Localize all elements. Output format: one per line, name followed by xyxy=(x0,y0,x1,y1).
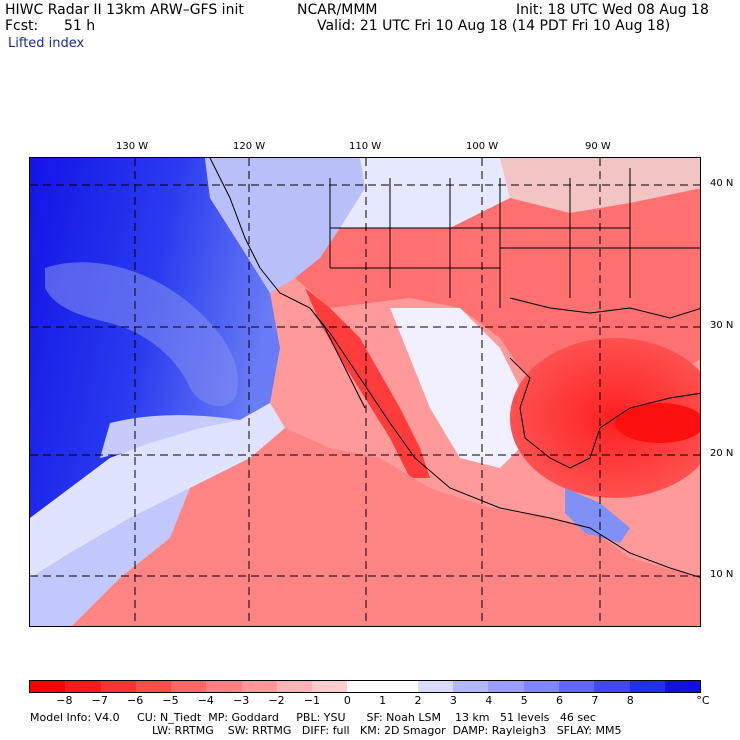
init-time: Init: 18 UTC Wed 08 Aug 18 xyxy=(516,2,709,18)
colorbar-swatch xyxy=(30,681,66,692)
gulf-of-mexico-instability xyxy=(510,338,700,498)
map-canvas xyxy=(30,158,700,626)
coastlines xyxy=(209,158,700,578)
colorbar-swatch xyxy=(276,681,313,692)
colorbar-tick-label: 4 xyxy=(485,694,493,707)
colorbar-swatch xyxy=(347,681,383,692)
colorbar-tick-label: 3 xyxy=(449,694,457,707)
colorbar-swatch xyxy=(664,681,701,692)
model-info-line2: LW: RRTMG SW: RRTMG DIFF: full KM: 2D Sm… xyxy=(152,724,622,737)
lat-label-40n: 40 N xyxy=(710,178,734,189)
pacific-sw-blue xyxy=(30,488,190,626)
field-name: Lifted index xyxy=(8,36,85,51)
mexican-plateau xyxy=(390,308,530,468)
gulf-of-california-instability xyxy=(305,288,430,478)
colorbar-tick-label: −4 xyxy=(197,694,214,707)
colorbar-swatch xyxy=(312,681,348,692)
colorbar-swatch xyxy=(453,681,489,692)
central-america-stable xyxy=(565,488,630,543)
colorbar-tick-label: −8 xyxy=(56,694,73,707)
model-title: HIWC Radar II 13km ARW–GFS init xyxy=(5,2,244,18)
colorbar-swatch xyxy=(558,681,595,692)
colorbar-swatch xyxy=(241,681,277,692)
colorbar-tick-label: 8 xyxy=(626,694,634,707)
colorbar-tick-label: 1 xyxy=(379,694,387,707)
forecast-label: Fcst: xyxy=(5,18,39,34)
colorbar-swatch xyxy=(135,681,172,692)
lat-label-10n: 10 N xyxy=(710,569,734,580)
colorbar-swatch xyxy=(488,681,524,692)
colorbar-unit: °C xyxy=(696,694,710,707)
colorbar-tick-label: −2 xyxy=(268,694,285,707)
lon-label-100w: 100 W xyxy=(466,141,499,152)
pacific-neutral xyxy=(30,403,285,578)
lon-label-120w: 120 W xyxy=(233,141,266,152)
western-us-stable xyxy=(205,158,365,293)
cloud-swirl xyxy=(45,262,239,407)
colorbar-swatch xyxy=(629,681,665,692)
colorbar-swatch xyxy=(382,681,418,692)
colorbar-tick-label: −7 xyxy=(91,694,108,707)
colorbar-swatch xyxy=(417,681,454,692)
lon-label-110w: 110 W xyxy=(349,141,382,152)
lat-label-20n: 20 N xyxy=(710,448,734,459)
colorbar-swatch xyxy=(594,681,630,692)
colorbar-swatch xyxy=(100,681,136,692)
rockies-neutral xyxy=(340,158,510,228)
colorbar-tick-label: −5 xyxy=(162,694,179,707)
org-label: NCAR/MMM xyxy=(297,2,378,18)
valid-time: Valid: 21 UTC Fri 10 Aug 18 (14 PDT Fri … xyxy=(317,18,671,34)
lat-label-30n: 30 N xyxy=(710,320,734,331)
instability-max xyxy=(615,403,700,443)
colorbar-swatch xyxy=(65,681,101,692)
colorbar-tick-label: −3 xyxy=(233,694,250,707)
colorbar-tick-label: 2 xyxy=(414,694,422,707)
lon-label-90w: 90 W xyxy=(585,141,611,152)
colorbar-swatch xyxy=(523,681,559,692)
colorbar-swatch xyxy=(206,681,242,692)
colorbar-tick-label: 0 xyxy=(343,694,351,707)
lon-label-130w: 130 W xyxy=(116,141,149,152)
colorbar-tick-label: −6 xyxy=(126,694,144,707)
colorbar-tick-label: −1 xyxy=(303,694,321,707)
colorbar-tick-label: 6 xyxy=(556,694,564,707)
graticule xyxy=(30,158,700,626)
colorbar-tick-label: 7 xyxy=(591,694,599,707)
forecast-hour: 51 h xyxy=(64,18,96,34)
colorbar xyxy=(29,680,701,693)
colorbar-tick-label: 5 xyxy=(520,694,528,707)
lifted-index-map xyxy=(29,157,701,627)
colorbar-swatch xyxy=(171,681,207,692)
model-info-line1: Model Info: V4.0 CU: N_Tiedt MP: Goddard… xyxy=(30,711,596,724)
